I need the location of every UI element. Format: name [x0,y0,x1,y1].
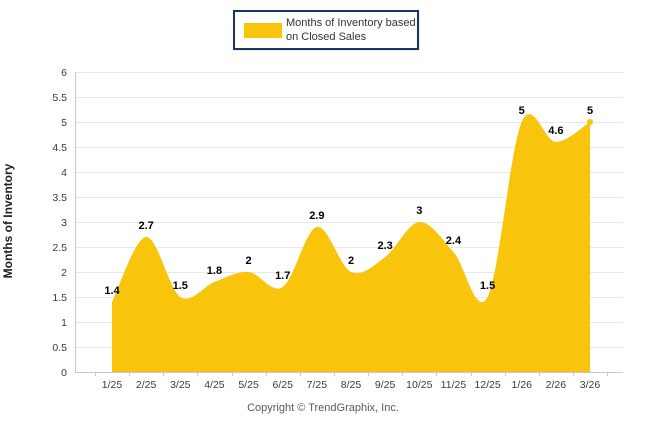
y-tick-label: 0.5 [52,342,67,354]
data-label: 1.4 [104,285,120,297]
y-tick-label: 4 [61,167,67,179]
data-label: 2.7 [138,220,153,232]
y-tick-label: 5.5 [52,92,67,104]
x-tick-label: 1/26 [511,379,532,391]
x-tick-label: 5/25 [238,379,259,391]
x-tick-label: 7/25 [307,379,328,391]
data-label: 2.4 [446,235,462,247]
data-label: 1.5 [480,280,495,292]
chart-legend: Months of Inventory based on Closed Sale… [233,10,419,50]
data-label: 1.7 [275,270,290,282]
y-tick-label: 1.5 [52,292,67,304]
x-tick-label: 1/25 [102,379,123,391]
y-axis-title: Months of Inventory [1,163,15,279]
data-label: 5 [519,105,525,117]
y-tick-label: 3.5 [52,192,67,204]
data-label: 2 [348,255,354,267]
x-tick-label: 12/25 [474,379,500,391]
x-tick-label: 4/25 [204,379,225,391]
x-tick-label: 11/25 [441,379,467,391]
x-tick-label: 10/25 [406,379,432,391]
y-tick-label: 6 [61,67,67,79]
area-series [112,114,590,372]
y-tick-label: 5 [61,117,67,129]
data-label: 5 [587,105,593,117]
y-tick-label: 3 [61,217,67,229]
y-tick-label: 2 [61,267,67,279]
y-tick-label: 2.5 [52,242,67,254]
last-point-marker [587,119,593,125]
copyright-text: Copyright © TrendGraphix, Inc. [247,402,399,414]
data-label: 2.9 [309,210,324,222]
data-label: 3 [416,205,422,217]
data-label: 2 [246,255,252,267]
x-tick-label: 3/25 [170,379,191,391]
x-tick-label: 3/26 [580,379,601,391]
area-chart: 0 0.5 1 1.5 2 2.5 3 3.5 4 4.5 5 5.5 6 1/25 2/25 3/25 4/2… [52,67,623,391]
x-tick-label: 2/26 [546,379,567,391]
x-tick-label: 2/25 [136,379,157,391]
x-tick-label: 8/25 [341,379,362,391]
x-tick-label: 9/25 [375,379,396,391]
y-tick-label: 1 [61,317,67,329]
data-label: 1.5 [173,280,188,292]
legend-swatch [244,22,282,38]
data-label: 4.6 [548,125,563,137]
y-tick-label: 0 [61,367,67,379]
data-label: 1.8 [207,265,222,277]
legend-label: Months of Inventory based on Closed Sale… [286,16,416,43]
x-tick-label: 6/25 [272,379,293,391]
y-tick-label: 4.5 [52,142,67,154]
data-label: 2.3 [377,240,392,252]
